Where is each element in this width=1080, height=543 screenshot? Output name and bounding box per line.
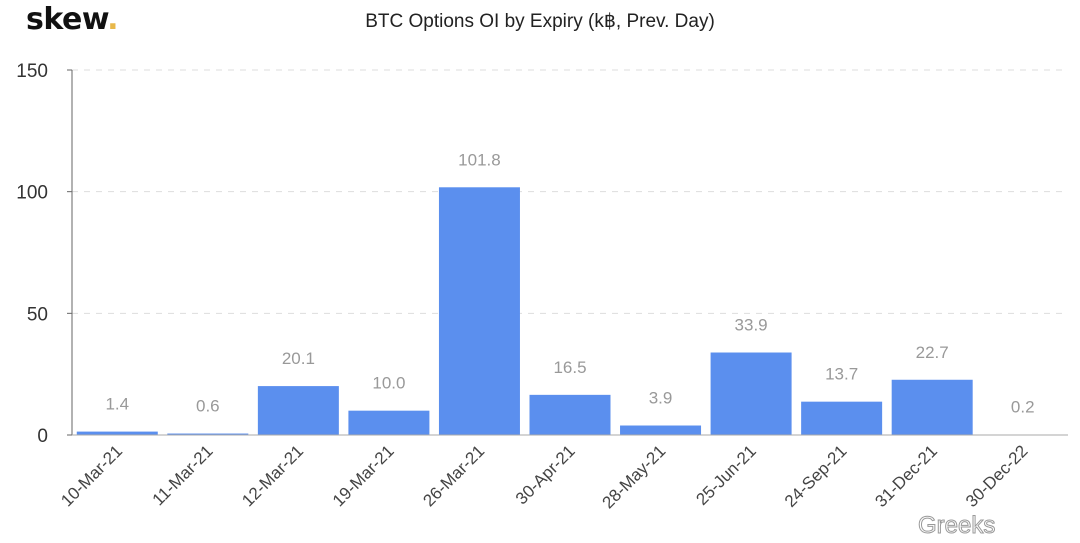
x-tick-label: 28-May-21 [598, 441, 669, 512]
bar [348, 410, 430, 435]
x-tick-label: 30-Dec-22 [962, 441, 1032, 511]
data-label: 13.7 [825, 365, 858, 384]
data-label: 33.9 [735, 316, 768, 335]
skew-logo: skew. [26, 2, 119, 37]
x-tick-label: 11-Mar-21 [149, 441, 217, 509]
data-label: 0.2 [1011, 398, 1035, 417]
data-label: 0.6 [196, 397, 220, 416]
bar [438, 187, 520, 435]
chart-title: BTC Options OI by Expiry (k฿, Prev. Day) [365, 11, 715, 32]
x-tick-label: 30-Apr-21 [512, 441, 579, 508]
y-tick-label: 150 [16, 61, 48, 82]
data-label: 1.4 [105, 395, 129, 414]
data-label: 3.9 [649, 389, 673, 408]
data-label: 101.8 [458, 150, 501, 169]
x-tick-label: 31-Dec-21 [871, 441, 941, 511]
bar [801, 401, 883, 435]
bar [257, 386, 339, 435]
logo-text: skew [26, 2, 108, 37]
bar [529, 394, 611, 435]
bar [891, 379, 973, 435]
y-tick-label: 50 [27, 304, 48, 325]
x-tick-label: 26-Mar-21 [419, 441, 488, 510]
y-tick-label: 0 [37, 426, 48, 447]
data-label: 16.5 [553, 358, 586, 377]
y-tick-label: 100 [16, 183, 48, 204]
watermark: Greeks [917, 512, 996, 540]
bar [76, 431, 158, 435]
x-tick-label: 10-Mar-21 [57, 441, 126, 510]
bar [167, 433, 249, 435]
data-label: 22.7 [916, 343, 949, 362]
x-tick-label: 24-Sep-21 [781, 441, 851, 511]
data-label: 10.0 [372, 374, 405, 393]
x-tick-label: 19-Mar-21 [329, 441, 398, 510]
bar [620, 425, 702, 435]
logo-dot: . [107, 2, 119, 37]
x-tick-label: 12-Mar-21 [238, 441, 307, 510]
x-tick-label: 25-Jun-21 [692, 441, 760, 509]
bar [710, 352, 792, 435]
data-label: 20.1 [282, 349, 315, 368]
